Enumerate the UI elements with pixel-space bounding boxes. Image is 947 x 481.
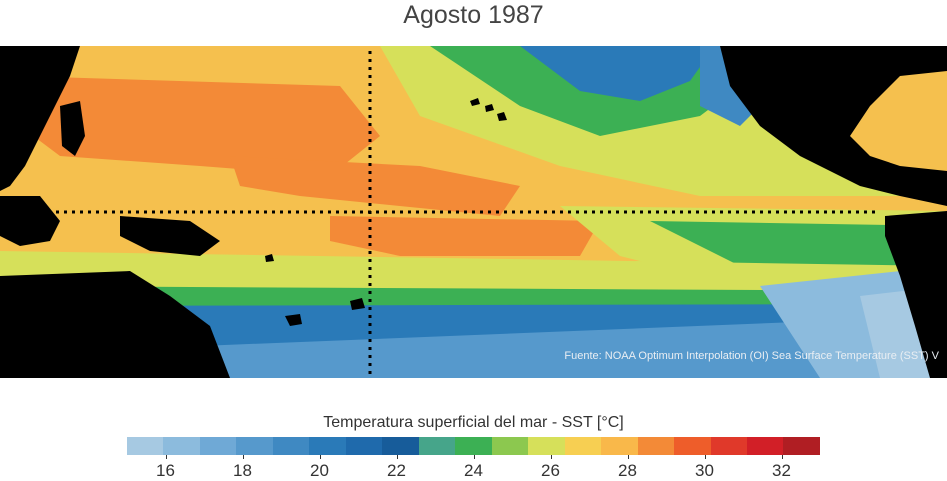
colorbar-segment [382,437,419,455]
colorbar-tick-label: 30 [695,461,714,480]
maritime-continent [0,196,60,246]
colorbar-tick-mark [627,455,629,459]
colorbar-segment [309,437,346,455]
colorbar-segment [163,437,200,455]
colorbar-segment [564,437,602,455]
colorbar-tick-label: 26 [541,461,560,480]
colorbar-segment [710,437,747,455]
hot-zone-equatorial [330,216,600,256]
colorbar-label: Temperatura superficial del mar - SST [°… [323,414,624,431]
north-cool-zone [520,46,715,101]
sst-map [0,46,947,378]
hot-zone-central [230,156,520,216]
colorbar-segment [491,437,529,455]
south-cold-band [200,316,947,378]
colorbar-tick-label: 20 [310,461,329,480]
colorbar-tick-label: 22 [387,461,406,480]
australia [0,271,230,378]
new-guinea [120,216,220,256]
colorbar-segment [674,437,711,455]
south-america [885,211,947,378]
hot-zone-northwest [20,76,380,176]
colorbar-segment [272,437,310,455]
colorbar-segment [528,437,565,455]
source-note: Fuente: NOAA Optimum Interpolation (OI) … [564,350,939,362]
colorbar-tick-mark [242,455,244,459]
asia-land [0,46,80,191]
colorbar-segment [455,437,492,455]
colorbar-segment [236,437,273,455]
colorbar [127,437,820,455]
colorbar-segment [637,437,675,455]
colorbar-segment [127,437,164,455]
colorbar-tick-mark [781,455,783,459]
colorbar-tick-mark [473,455,475,459]
colorbar-segment [746,437,784,455]
colorbar-segment [783,437,820,455]
north-america [720,46,947,206]
colorbar-tick-mark [396,455,398,459]
philippines [60,101,85,156]
colorbar-tick-label: 16 [156,461,175,480]
colorbar-tick-mark [319,455,321,459]
colorbar-tick-mark [165,455,167,459]
colorbar-tick-label: 24 [464,461,483,480]
colorbar-tick-mark [704,455,706,459]
colorbar-segment [199,437,237,455]
colorbar-segment [345,437,383,455]
map-title: Agosto 1987 [403,1,544,29]
colorbar-tick-mark [550,455,552,459]
hawaii-islands [470,98,507,121]
colorbar-tick-label: 32 [772,461,791,480]
colorbar-ticks: 16 18 20 22 24 26 28 30 32 [127,455,820,480]
colorbar-tick-label: 28 [618,461,637,480]
colorbar-segment [418,437,456,455]
colorbar-segment [601,437,638,455]
colorbar-tick-label: 18 [233,461,252,480]
